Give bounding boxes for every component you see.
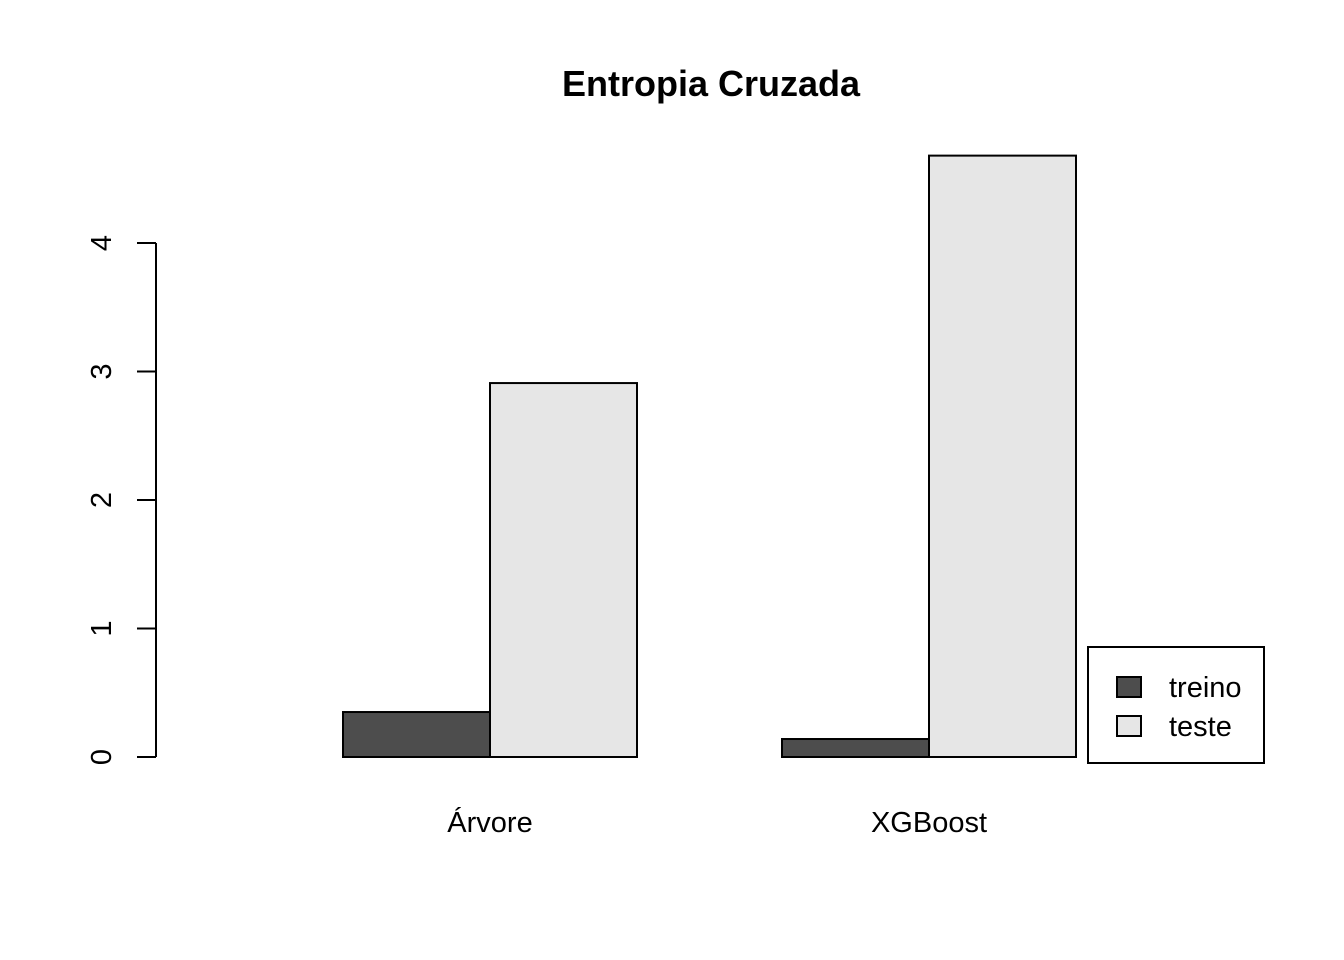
bar-teste-0 [489, 382, 638, 758]
y-tick-label: 2 [86, 492, 118, 508]
y-tick-label: 1 [86, 620, 118, 636]
x-category-label: Árvore [447, 806, 532, 839]
legend-label-teste: teste [1169, 711, 1232, 743]
y-tick-label: 0 [86, 749, 118, 765]
bar-treino-0 [342, 711, 491, 759]
legend-swatch-teste [1116, 715, 1142, 737]
legend-box [1087, 646, 1265, 764]
legend-swatch-treino [1116, 676, 1142, 698]
chart-title: Entropia Cruzada [562, 63, 861, 104]
bar-treino-1 [781, 738, 930, 759]
y-tick-label: 4 [86, 235, 118, 251]
x-category-label: XGBoost [871, 807, 987, 839]
legend-label-treino: treino [1169, 672, 1242, 704]
bar-teste-1 [928, 154, 1077, 758]
y-tick-label: 3 [86, 363, 118, 379]
